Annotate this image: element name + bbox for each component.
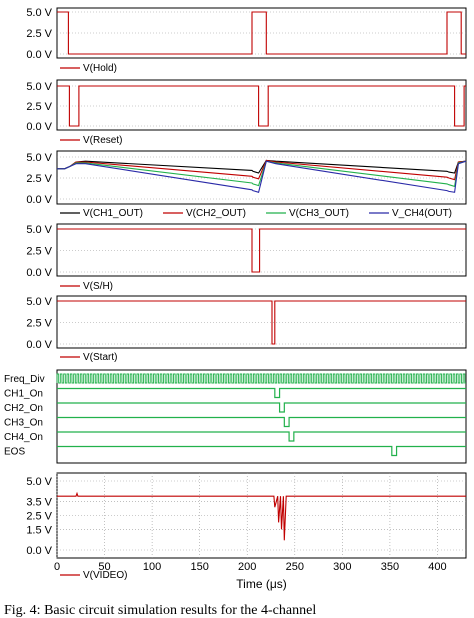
y-tick-label: 2.5 V [26, 511, 52, 523]
legend-entry: V_CH4(OUT) [392, 208, 452, 219]
digital-waveform [57, 416, 466, 428]
figure-caption: Fig. 4: Basic circuit simulation results… [4, 603, 316, 618]
y-tick-label: 1.5 V [26, 524, 52, 536]
digital-label: CH2_On [4, 403, 43, 414]
x-axis-label: Time (μs) [236, 577, 286, 591]
y-tick-label: 0.0 V [26, 267, 52, 279]
digital-label: CH4_On [4, 432, 43, 443]
y-tick-label: 2.5 V [26, 28, 52, 40]
series-line [57, 160, 467, 193]
y-tick-label: 5.0 V [26, 7, 52, 19]
y-tick-label: 5.0 V [26, 296, 52, 308]
digital-waveform [57, 402, 466, 413]
digital-waveform [57, 431, 466, 442]
chart-panel-1: 5.0 V 2.5 V 0.0 V V(Hold) [26, 7, 467, 74]
legend-entry: V(Start) [83, 352, 117, 363]
legend: V(VIDEO) [60, 570, 127, 581]
plot-frame [56, 295, 467, 349]
legend-entry: V(S/H) [83, 281, 113, 292]
x-tick-label: 250 [286, 561, 304, 573]
plot-frame [56, 369, 467, 464]
plot-stack: 5.0 V 2.5 V 0.0 V V(Hold) 5.0 V 2.5 V 0.0 V V(R… [4, 7, 467, 591]
legend: V(Hold) [60, 63, 117, 74]
digital-label: CH1_On [4, 389, 43, 400]
legend-entry: V(VIDEO) [83, 570, 127, 581]
clock-waveform [56, 373, 466, 384]
y-tick-label: 2.5 V [26, 318, 52, 330]
legend-entry: V(Reset) [83, 135, 122, 146]
chart-panel-4: 5.0 V 2.5 V 0.0 V V(S/H) [26, 223, 467, 292]
digital-waveform [57, 387, 466, 399]
digital-label: Freq_Div [4, 374, 45, 385]
chart-panel-5: 5.0 V 2.5 V 0.0 V V(Start) [26, 295, 467, 363]
x-tick-label: 0 [54, 561, 60, 573]
x-tick-label: 300 [333, 561, 351, 573]
y-tick-label: 3.5 V [26, 497, 52, 509]
x-tick-label: 200 [238, 561, 256, 573]
y-tick-label: 0.0 V [26, 121, 52, 133]
digital-waveform [57, 445, 466, 457]
x-tick-label: 400 [428, 561, 446, 573]
legend-entry: V(Hold) [83, 63, 117, 74]
legend-entry: V(CH1_OUT) [83, 208, 143, 219]
y-tick-label: 5.0 V [26, 476, 52, 488]
legend: V(CH1_OUT) V(CH2_OUT) V(CH3_OUT) V_CH4(OUT) [60, 208, 452, 219]
y-tick-label: 0.0 V [26, 339, 52, 351]
series-line [57, 11, 466, 55]
y-tick-label: 2.5 V [26, 173, 52, 185]
y-tick-label: 0.0 V [26, 194, 52, 206]
plot-frame [56, 223, 467, 277]
legend-entry: V(CH2_OUT) [186, 208, 246, 219]
y-tick-label: 2.5 V [26, 101, 52, 113]
legend: V(Start) [60, 352, 117, 363]
chart-panel-3: 5.0 V 2.5 V 0.0 V V(CH1_OUT) V(CH2_OUT) V(CH3… [26, 150, 467, 219]
chart-panel-7: 5.0 V 3.5 V 2.5 V1.5 V 0.0 V0 50 100 150 200 250… [26, 472, 467, 591]
y-tick-label: 5.0 V [26, 81, 52, 93]
plot-frame [56, 79, 467, 131]
y-tick-label: 5.0 V [26, 152, 52, 164]
y-tick-label: 5.0 V [26, 224, 52, 236]
x-tick-label: 100 [143, 561, 161, 573]
x-tick-label: 50 [98, 561, 110, 573]
legend: V(Reset) [60, 135, 122, 146]
chart-panel-6: Freq_Div CH1_On CH2_On CH3_On CH4_On EOS [4, 369, 467, 464]
chart-panel-2: 5.0 V 2.5 V 0.0 V V(Reset) [26, 79, 467, 146]
y-tick-label: 0.0 V [26, 49, 52, 61]
series-line [57, 85, 466, 127]
legend: V(S/H) [60, 281, 113, 292]
x-tick-label: 350 [381, 561, 399, 573]
series-line [57, 228, 466, 273]
digital-label: EOS [4, 447, 25, 458]
series-line [57, 491, 466, 541]
legend-entry: V(CH3_OUT) [289, 208, 349, 219]
series-line [57, 300, 466, 345]
digital-label: CH3_On [4, 418, 43, 429]
x-tick-label: 150 [190, 561, 208, 573]
y-tick-label: 0.0 V [26, 545, 52, 557]
y-tick-label: 2.5 V [26, 246, 52, 258]
